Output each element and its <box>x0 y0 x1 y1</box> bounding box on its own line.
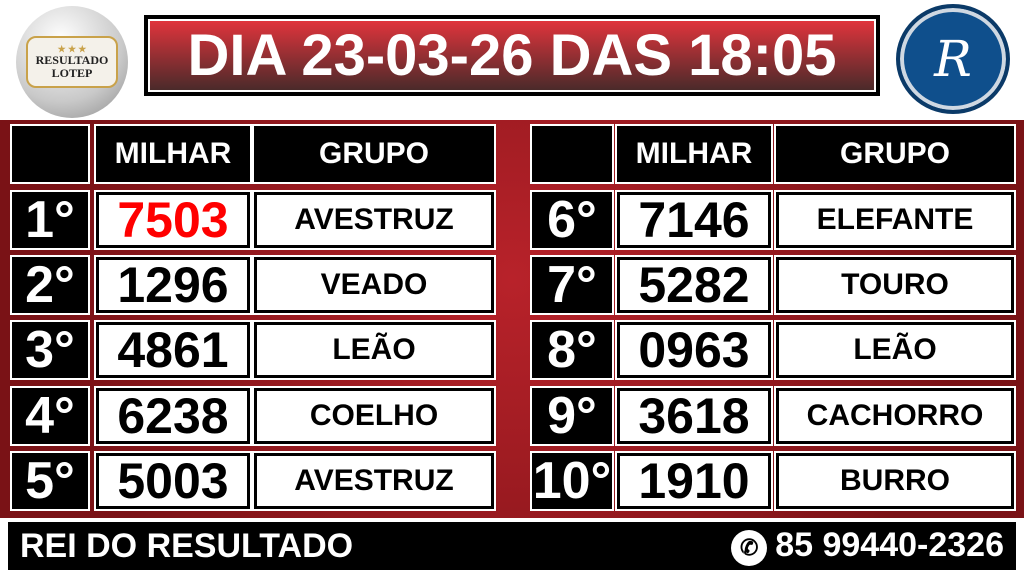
result-position: 6° <box>530 190 614 250</box>
result-milhar: 7146 <box>615 190 773 250</box>
result-position: 4° <box>10 386 90 446</box>
result-position: 1° <box>10 190 90 250</box>
whatsapp-icon: ✆ <box>731 529 768 566</box>
result-position: 5° <box>10 451 90 511</box>
result-position: 2° <box>10 255 90 315</box>
result-milhar: 0963 <box>615 320 773 380</box>
header-milhar: MILHAR <box>94 124 252 184</box>
result-grupo: VEADO <box>252 255 496 315</box>
header-milhar: MILHAR <box>615 124 773 184</box>
result-position: 10° <box>530 451 614 511</box>
result-grupo: TOURO <box>774 255 1016 315</box>
result-grupo: COELHO <box>252 386 496 446</box>
result-milhar: 4861 <box>94 320 252 380</box>
result-grupo: LEÃO <box>252 320 496 380</box>
result-milhar: 5003 <box>94 451 252 511</box>
page-title: DIA 23-03-26 DAS 18:05 <box>148 19 876 92</box>
result-grupo: LEÃO <box>774 320 1016 380</box>
result-milhar: 7503 <box>94 190 252 250</box>
result-position: 3° <box>10 320 90 380</box>
footer-phone: 85 99440-2326 <box>775 526 1004 565</box>
result-grupo: ELEFANTE <box>774 190 1016 250</box>
result-milhar: 6238 <box>94 386 252 446</box>
header-grupo: GRUPO <box>252 124 496 184</box>
result-grupo: CACHORRO <box>774 386 1016 446</box>
footer-bar: REI DO RESULTADO ✆ 85 99440-2326 <box>6 520 1018 572</box>
rei-logo: R <box>896 4 1010 114</box>
result-grupo: BURRO <box>774 451 1016 511</box>
result-position: 9° <box>530 386 614 446</box>
result-milhar: 1910 <box>615 451 773 511</box>
result-grupo: AVESTRUZ <box>252 190 496 250</box>
result-milhar: 1296 <box>94 255 252 315</box>
header-grupo: GRUPO <box>774 124 1016 184</box>
results-board <box>0 120 1024 518</box>
logo-text: LOTEP <box>51 65 93 80</box>
result-position: 8° <box>530 320 614 380</box>
resultado-lotep-logo: ★ ★ ★ RESULTADO LOTEP <box>16 6 128 118</box>
header-blank <box>530 124 614 184</box>
title-banner: DIA 23-03-26 DAS 18:05 <box>144 15 880 96</box>
result-grupo: AVESTRUZ <box>252 451 496 511</box>
result-milhar: 5282 <box>615 255 773 315</box>
result-position: 7° <box>530 255 614 315</box>
result-milhar: 3618 <box>615 386 773 446</box>
footer-brand: REI DO RESULTADO <box>20 526 354 565</box>
logo-text: RESULTADO <box>35 52 109 67</box>
header-blank <box>10 124 90 184</box>
